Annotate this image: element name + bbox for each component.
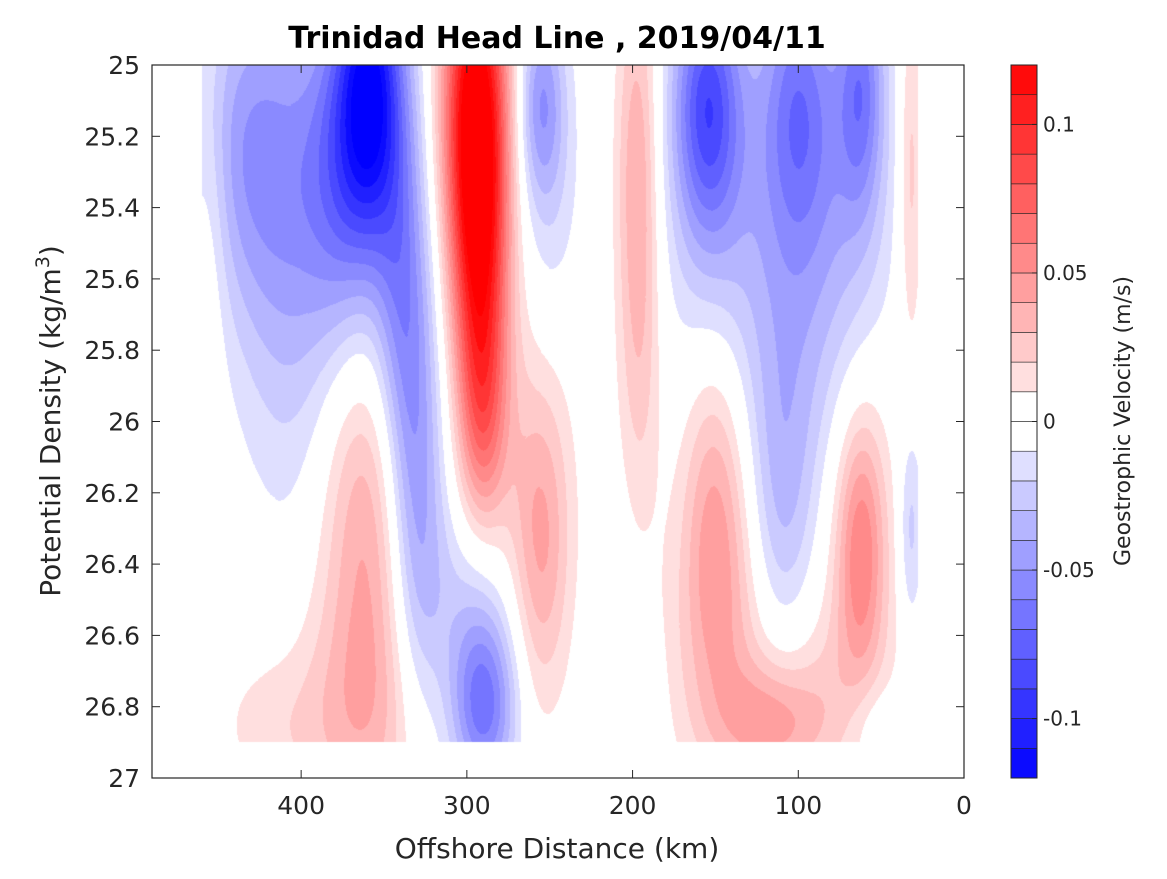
x-tick-label: 300 (443, 791, 491, 820)
colorbar-segment (1010, 64, 1038, 96)
y-tick-label: 26 (108, 408, 140, 437)
y-tick-label: 27 (108, 764, 140, 793)
y-tick-label: 25.8 (84, 336, 140, 365)
y-axis-title-superscript: 3 (32, 256, 54, 268)
colorbar-segment (1010, 450, 1038, 482)
colorbar-segment (1010, 332, 1038, 363)
colorbar-segment (1010, 569, 1038, 601)
colorbar-segment (1010, 183, 1038, 214)
colorbar-tick-label: -0.05 (1043, 558, 1095, 582)
colorbar-segment (1010, 391, 1038, 422)
plot-area: 400 300 200 100 0 25 25.2 25.4 25.6 25.8 26 26.2 26.… (84, 51, 972, 820)
colorbar-segment (1010, 540, 1038, 571)
y-tick-label: 26.4 (84, 550, 140, 579)
contour-field (152, 65, 964, 778)
colorbar-segment (1010, 747, 1038, 779)
x-axis-title: Offshore Distance (km) (395, 832, 720, 865)
colorbar-segment (1010, 94, 1038, 125)
y-tick-label: 25.6 (84, 265, 140, 294)
colorbar-segment (1010, 272, 1038, 303)
x-tick-label: 400 (277, 791, 325, 820)
colorbar-title: Geostrophic Velocity (m/s) (1111, 276, 1136, 566)
colorbar-tick-label: -0.1 (1043, 707, 1082, 731)
colorbar-segment (1010, 361, 1038, 393)
colorbar: 0.1 0.05 0 -0.05 -0.1 (1010, 64, 1095, 779)
y-tick-label: 25 (108, 51, 140, 80)
colorbar-segment (1010, 421, 1038, 452)
colorbar-segment (1010, 510, 1038, 541)
colorbar-tick-label: 0.05 (1043, 261, 1088, 285)
y-axis-title: Potential Density (kg/m3) (32, 245, 67, 597)
colorbar-tick-label: 0 (1043, 410, 1056, 434)
x-tick-label: 200 (609, 791, 657, 820)
colorbar-segment (1010, 153, 1038, 185)
colorbar-segment (1010, 213, 1038, 244)
y-tick-label: 26.6 (84, 621, 140, 650)
colorbar-segment (1010, 688, 1038, 719)
colorbar-segment (1010, 629, 1038, 660)
y-tick-label: 26.8 (84, 693, 140, 722)
colorbar-segment (1010, 658, 1038, 690)
chart-title: Trinidad Head Line , 2019/04/11 (288, 21, 825, 56)
colorbar-segment (1010, 718, 1038, 749)
y-axis-title-main: Potential Density (kg/m (34, 268, 67, 597)
y-tick-label: 26.2 (84, 479, 140, 508)
y-axis-title-close: ) (34, 245, 67, 256)
colorbar-segment (1010, 242, 1038, 274)
y-tick-label: 25.4 (84, 194, 140, 223)
y-tick-label: 25.2 (84, 122, 140, 151)
colorbar-segment (1010, 302, 1038, 333)
colorbar-segment (1010, 599, 1038, 630)
colorbar-tick-label: 0.1 (1043, 112, 1075, 136)
x-tick-label: 100 (774, 791, 822, 820)
x-tick-label: 0 (956, 791, 972, 820)
colorbar-segment (1010, 124, 1038, 155)
colorbar-segment (1010, 480, 1038, 511)
